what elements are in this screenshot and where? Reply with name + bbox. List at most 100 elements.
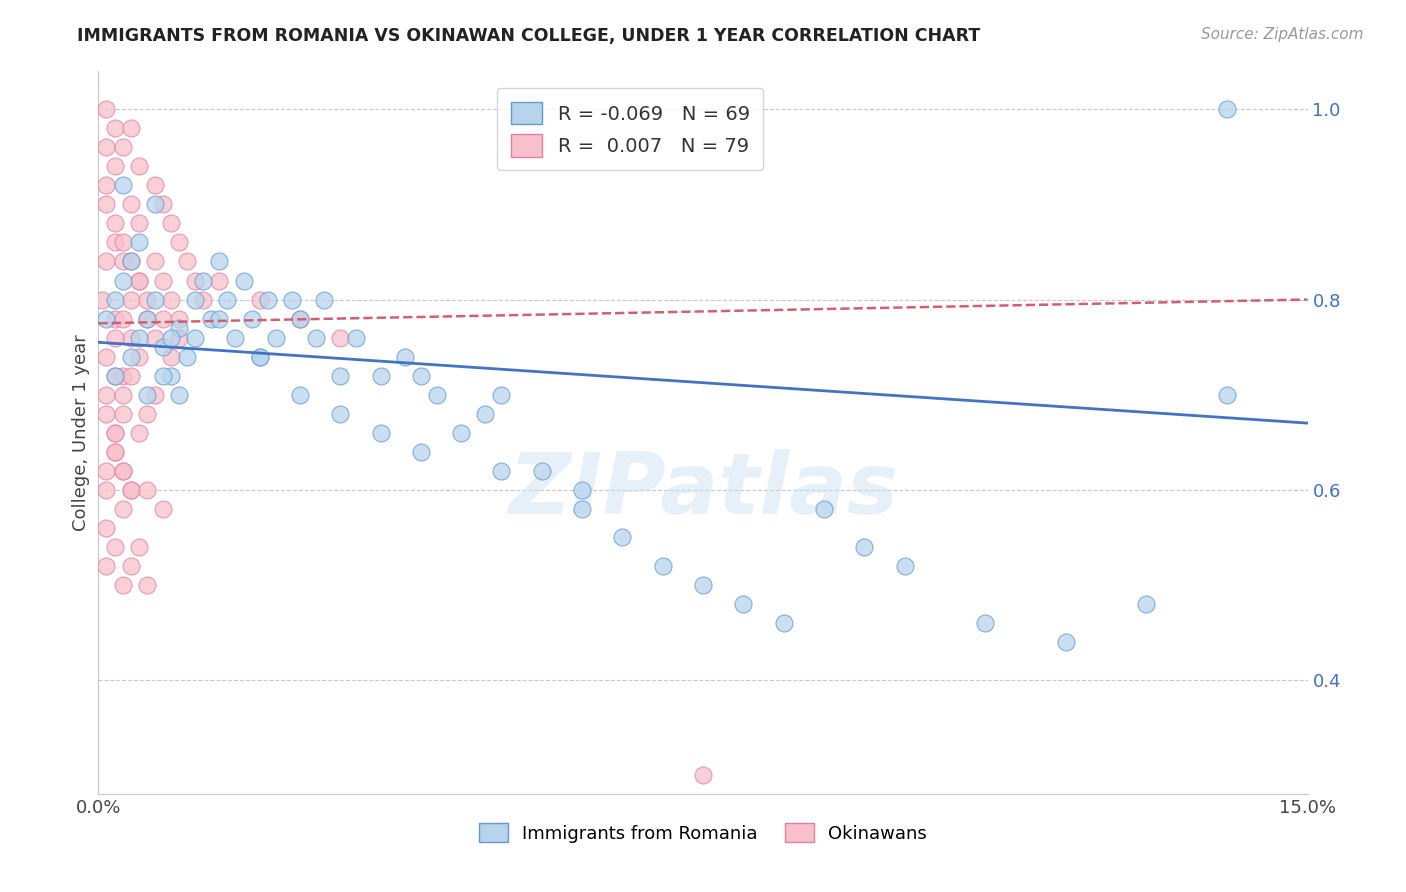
Point bbox=[143, 387, 166, 401]
Point bbox=[128, 273, 150, 287]
Point bbox=[329, 368, 352, 383]
Point bbox=[120, 483, 142, 497]
Point bbox=[128, 425, 150, 440]
Point bbox=[426, 387, 449, 401]
Text: Source: ZipAtlas.com: Source: ZipAtlas.com bbox=[1201, 27, 1364, 42]
Point bbox=[853, 540, 876, 554]
Point bbox=[281, 293, 304, 307]
Point bbox=[571, 483, 593, 497]
Point bbox=[167, 311, 190, 326]
Point bbox=[135, 483, 157, 497]
Point bbox=[111, 501, 134, 516]
Point bbox=[128, 235, 150, 250]
Point bbox=[96, 197, 118, 211]
Point bbox=[111, 368, 134, 383]
Point bbox=[224, 330, 246, 344]
Point bbox=[651, 558, 673, 573]
Point bbox=[111, 235, 134, 250]
Point bbox=[409, 368, 432, 383]
Point bbox=[103, 311, 125, 326]
Point bbox=[184, 330, 207, 344]
Point bbox=[474, 407, 496, 421]
Point bbox=[128, 330, 150, 344]
Point bbox=[530, 464, 553, 478]
Text: ZIPatlas: ZIPatlas bbox=[508, 449, 898, 532]
Point bbox=[120, 558, 142, 573]
Point bbox=[111, 178, 134, 193]
Point bbox=[329, 407, 352, 421]
Point bbox=[692, 768, 714, 782]
Point bbox=[103, 540, 125, 554]
Point bbox=[128, 273, 150, 287]
Point bbox=[96, 254, 118, 268]
Point bbox=[96, 103, 118, 117]
Point bbox=[733, 597, 755, 611]
Point bbox=[1216, 103, 1239, 117]
Text: IMMIGRANTS FROM ROMANIA VS OKINAWAN COLLEGE, UNDER 1 YEAR CORRELATION CHART: IMMIGRANTS FROM ROMANIA VS OKINAWAN COLL… bbox=[77, 27, 980, 45]
Point bbox=[96, 521, 118, 535]
Point bbox=[96, 464, 118, 478]
Point bbox=[249, 293, 271, 307]
Point bbox=[103, 444, 125, 458]
Point bbox=[103, 293, 125, 307]
Point bbox=[91, 293, 114, 307]
Point bbox=[103, 425, 125, 440]
Point bbox=[167, 321, 190, 335]
Point bbox=[111, 464, 134, 478]
Point bbox=[120, 254, 142, 268]
Point bbox=[167, 330, 190, 344]
Point bbox=[103, 217, 125, 231]
Point bbox=[249, 350, 271, 364]
Point bbox=[160, 350, 183, 364]
Point bbox=[111, 140, 134, 154]
Point bbox=[160, 330, 183, 344]
Point bbox=[111, 273, 134, 287]
Point bbox=[160, 368, 183, 383]
Point bbox=[152, 197, 174, 211]
Point bbox=[135, 311, 157, 326]
Point bbox=[135, 311, 157, 326]
Point bbox=[176, 350, 198, 364]
Point bbox=[1216, 387, 1239, 401]
Point bbox=[96, 407, 118, 421]
Point bbox=[135, 387, 157, 401]
Point bbox=[143, 197, 166, 211]
Point bbox=[152, 273, 174, 287]
Point bbox=[120, 368, 142, 383]
Point bbox=[612, 530, 634, 544]
Point bbox=[111, 578, 134, 592]
Point bbox=[160, 217, 183, 231]
Point bbox=[491, 387, 513, 401]
Point bbox=[152, 340, 174, 354]
Point bbox=[143, 178, 166, 193]
Point bbox=[96, 311, 118, 326]
Point bbox=[160, 293, 183, 307]
Point bbox=[256, 293, 278, 307]
Point bbox=[128, 540, 150, 554]
Point bbox=[152, 501, 174, 516]
Point bbox=[370, 425, 392, 440]
Point bbox=[103, 160, 125, 174]
Point bbox=[288, 311, 311, 326]
Point bbox=[409, 444, 432, 458]
Point bbox=[111, 254, 134, 268]
Point bbox=[314, 293, 336, 307]
Point bbox=[103, 235, 125, 250]
Point bbox=[184, 273, 207, 287]
Point bbox=[193, 273, 215, 287]
Point bbox=[167, 235, 190, 250]
Point bbox=[120, 350, 142, 364]
Point bbox=[103, 444, 125, 458]
Point bbox=[128, 350, 150, 364]
Y-axis label: College, Under 1 year: College, Under 1 year bbox=[72, 334, 90, 531]
Point bbox=[96, 178, 118, 193]
Point bbox=[1054, 634, 1077, 648]
Point bbox=[288, 311, 311, 326]
Point bbox=[329, 330, 352, 344]
Point bbox=[813, 501, 835, 516]
Point bbox=[305, 330, 328, 344]
Point bbox=[893, 558, 915, 573]
Point bbox=[208, 273, 231, 287]
Point bbox=[128, 217, 150, 231]
Point bbox=[288, 387, 311, 401]
